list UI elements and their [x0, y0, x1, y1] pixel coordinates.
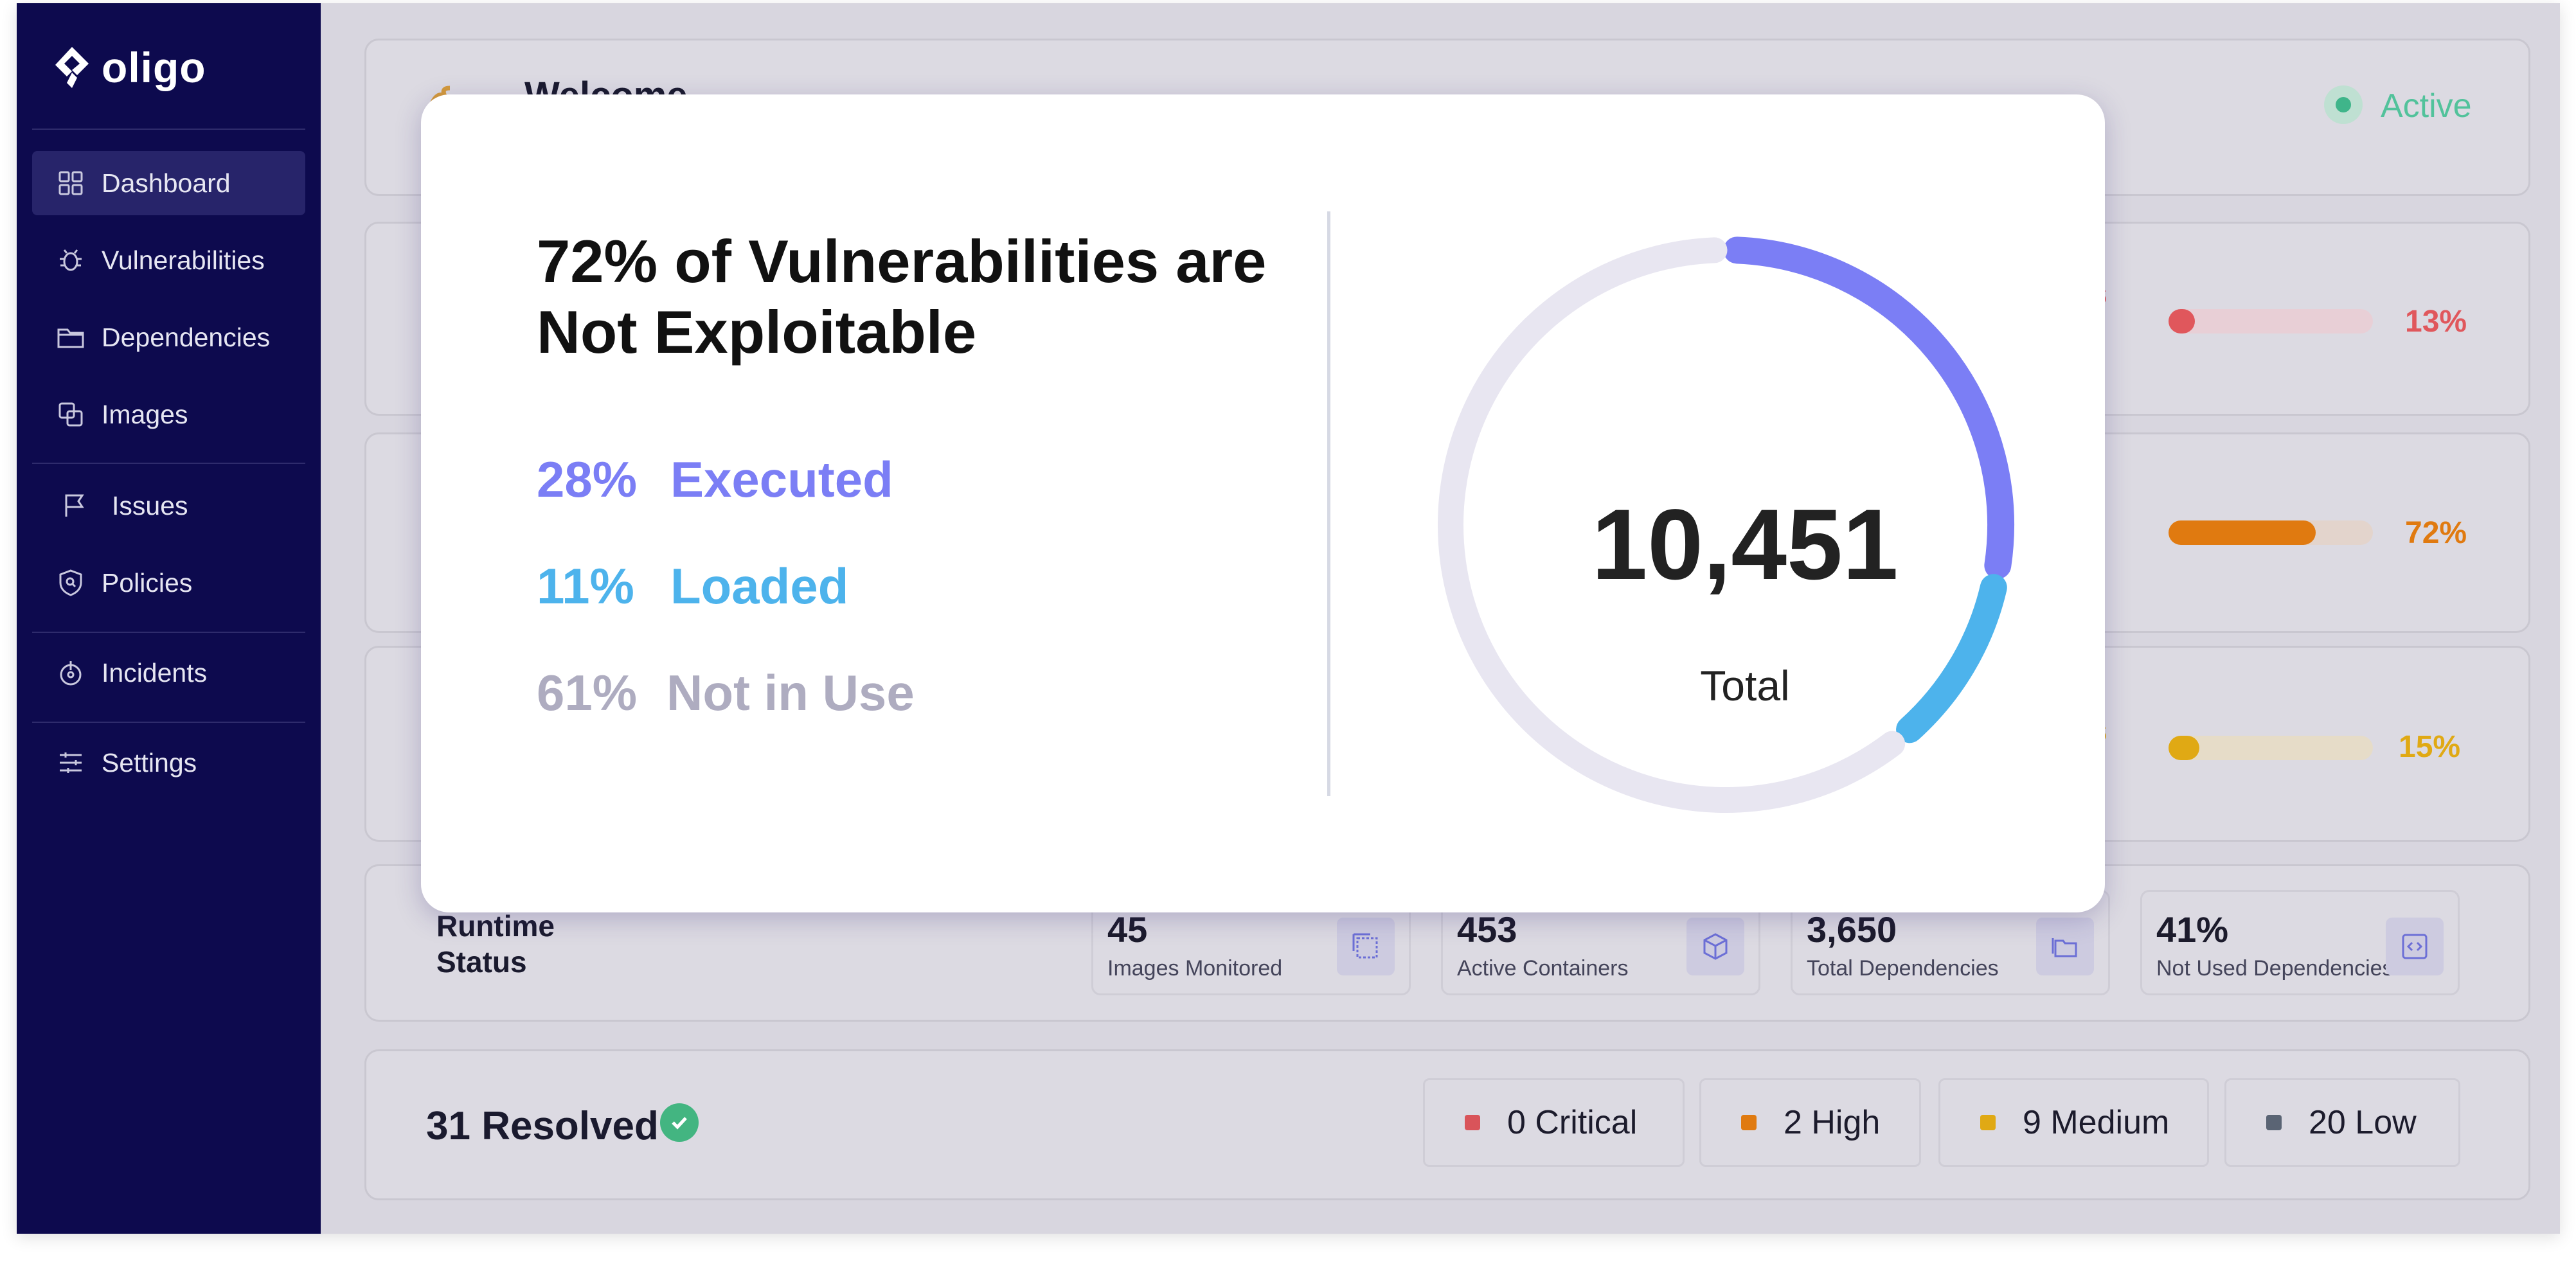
metric-percent: 15%: [2399, 730, 2461, 764]
sidebar-divider: [32, 463, 305, 464]
legend-percent: 11%: [537, 558, 634, 614]
flag-icon: [58, 489, 91, 522]
severity-critical[interactable]: 0 Critical: [1423, 1078, 1685, 1167]
sidebar-item-label: Settings: [102, 747, 197, 778]
resolved-label: 31 Resolved: [426, 1104, 659, 1148]
severity-swatch: [2266, 1115, 2282, 1130]
metric-percent: 13%: [2405, 305, 2467, 339]
stat-label: Total Dependencies: [1807, 956, 1999, 981]
severity-high[interactable]: 2 High: [1699, 1078, 1921, 1167]
severity-swatch: [1741, 1115, 1757, 1130]
severity-label: 20 Low: [2309, 1104, 2417, 1141]
progress-bar: [2169, 309, 2373, 333]
stat-value: 41%: [2156, 909, 2229, 950]
progress-bar: [2169, 520, 2373, 545]
sidebar-item-incidents[interactable]: Incidents: [32, 641, 305, 705]
stat-value: 45: [1107, 909, 1148, 950]
modal-divider: [1327, 211, 1330, 796]
status-label: Active: [2381, 87, 2472, 125]
severity-label: 9 Medium: [2023, 1104, 2170, 1141]
sidebar-item-label: Issues: [112, 490, 188, 520]
legend-label: Not in Use: [666, 664, 915, 721]
stat-label: Not Used Dependencies: [2156, 956, 2393, 981]
folders-icon: [2036, 918, 2094, 975]
vulnerability-donut-chart: [1438, 236, 2014, 813]
legend-not-in-use[interactable]: 61% Not in Use: [537, 664, 915, 722]
sidebar-divider: [32, 722, 305, 723]
severity-medium[interactable]: 9 Medium: [1938, 1078, 2209, 1167]
progress-fill: [2169, 736, 2199, 760]
severity-swatch: [1465, 1115, 1480, 1130]
metric-percent: 72%: [2405, 516, 2467, 550]
legend-executed[interactable]: 28% Executed: [537, 450, 893, 509]
cube-icon: [1686, 918, 1744, 975]
oligo-logo-icon: [55, 47, 89, 88]
sidebar-item-policies[interactable]: Policies: [32, 551, 305, 615]
modal-title: 72% of Vulnerabilities are Not Exploitab…: [537, 227, 1267, 366]
progress-fill: [2169, 520, 2316, 545]
sidebar-item-label: Dependencies: [102, 322, 271, 352]
sidebar-item-images[interactable]: Images: [32, 382, 305, 447]
code-icon: [2386, 918, 2444, 975]
sidebar-item-label: Vulnerabilities: [102, 245, 265, 275]
brand-name: oligo: [102, 44, 206, 91]
sidebar-divider: [32, 632, 305, 633]
sidebar-item-label: Policies: [102, 567, 193, 598]
sidebar-item-label: Incidents: [102, 657, 208, 688]
layers-icon: [1337, 918, 1395, 975]
vulnerability-summary-modal: 72% of Vulnerabilities are Not Exploitab…: [421, 94, 2105, 912]
legend-loaded[interactable]: 11% Loaded: [537, 557, 848, 616]
donut-segment-not-in-use[interactable]: [1438, 237, 1906, 813]
sidebar-item-label: Dashboard: [102, 168, 231, 198]
sidebar-item-vulnerabilities[interactable]: Vulnerabilities: [32, 228, 305, 292]
severity-low[interactable]: 20 Low: [2224, 1078, 2460, 1167]
severity-swatch: [1980, 1115, 1996, 1130]
legend-percent: 61%: [537, 664, 638, 721]
check-circle-icon: [660, 1103, 699, 1142]
sidebar-item-dashboard[interactable]: Dashboard: [32, 151, 305, 215]
sidebar-item-issues[interactable]: Issues: [32, 474, 305, 538]
sidebar-divider: [32, 129, 305, 130]
legend-label: Loaded: [670, 558, 849, 614]
stat-value: 3,650: [1807, 909, 1897, 950]
severity-label: 0 Critical: [1507, 1104, 1638, 1141]
bug-icon: [54, 244, 87, 277]
progress-bar: [2169, 736, 2373, 760]
shield-icon: [54, 566, 87, 600]
sliders-icon: [54, 746, 87, 779]
legend-percent: 28%: [537, 451, 638, 508]
stat-label: Active Containers: [1457, 956, 1629, 981]
legend-label: Executed: [670, 451, 893, 508]
runtime-status-title: Runtime Status: [436, 909, 555, 979]
sidebar-item-settings[interactable]: Settings: [32, 731, 305, 795]
alarm-icon: [54, 656, 87, 689]
donut-segment-loaded[interactable]: [1896, 574, 2007, 743]
folder-icon: [54, 321, 87, 354]
status-dot: [2324, 85, 2363, 124]
grid-icon: [54, 166, 87, 200]
stat-value: 453: [1457, 909, 1517, 950]
stat-not-used-dependencies[interactable]: 41% Not Used Dependencies: [2140, 890, 2460, 995]
sidebar-item-label: Images: [102, 399, 188, 429]
oligo-logo[interactable]: oligo: [51, 43, 206, 92]
severity-label: 2 High: [1784, 1104, 1881, 1141]
sidebar-item-dependencies[interactable]: Dependencies: [32, 305, 305, 369]
progress-fill: [2169, 309, 2196, 333]
app-window: oligo Dashboard Vulnerabilities Dependen…: [17, 3, 2560, 1234]
sidebar: oligo Dashboard Vulnerabilities Dependen…: [17, 3, 321, 1234]
copy-icon: [54, 398, 87, 431]
donut-segment-executed[interactable]: [1723, 236, 2014, 579]
stat-label: Images Monitored: [1107, 956, 1283, 981]
